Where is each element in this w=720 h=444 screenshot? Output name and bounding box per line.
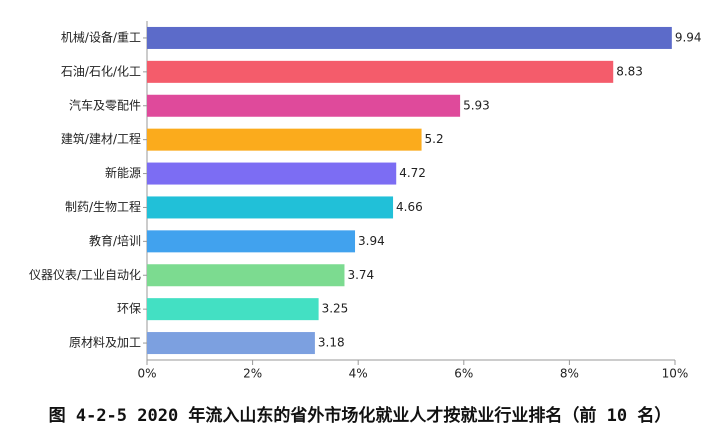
x-tick-label: 4% <box>349 367 368 381</box>
data-label: 8.83 <box>616 64 643 78</box>
y-tick-label: 教育/培训 <box>89 233 141 248</box>
data-label: 3.25 <box>322 302 349 316</box>
data-label: 5.93 <box>463 98 490 112</box>
y-tick-label: 机械/设备/重工 <box>61 29 141 44</box>
y-tick-label: 环保 <box>117 302 141 316</box>
y-tick-label: 新能源 <box>105 165 141 180</box>
bar <box>147 94 461 117</box>
y-tick-label: 仪器仪表/工业自动化 <box>29 268 141 282</box>
x-tick-label: 2% <box>243 367 262 381</box>
bar <box>147 60 614 83</box>
data-label: 4.66 <box>396 200 423 214</box>
data-label: 4.72 <box>399 166 426 180</box>
data-label: 3.74 <box>347 268 374 282</box>
x-tick-label: 8% <box>560 367 579 381</box>
y-tick-label: 原材料及加工 <box>69 336 141 350</box>
chart-caption: 图 4-2-5 2020 年流入山东的省外市场化就业人才按就业行业排名（前 10… <box>49 405 672 426</box>
data-label: 3.18 <box>318 336 345 350</box>
data-label: 5.2 <box>425 132 444 146</box>
y-tick-label: 汽车及零配件 <box>69 97 141 112</box>
bar <box>147 26 672 49</box>
x-tick-label: 10% <box>662 367 689 381</box>
x-tick-label: 6% <box>454 367 473 381</box>
bar <box>147 196 394 219</box>
bar <box>147 230 356 253</box>
data-label: 9.94 <box>675 30 702 44</box>
bar <box>147 332 315 355</box>
y-tick-label: 建筑/建材/工程 <box>61 131 141 146</box>
y-tick-label: 石油/石化/化工 <box>61 64 141 78</box>
data-label: 3.94 <box>358 234 385 248</box>
bar <box>147 162 397 185</box>
bar <box>147 264 345 287</box>
bar <box>147 298 319 321</box>
x-tick-label: 0% <box>137 367 156 381</box>
y-tick-label: 制药/生物工程 <box>65 199 141 214</box>
bar <box>147 128 422 151</box>
